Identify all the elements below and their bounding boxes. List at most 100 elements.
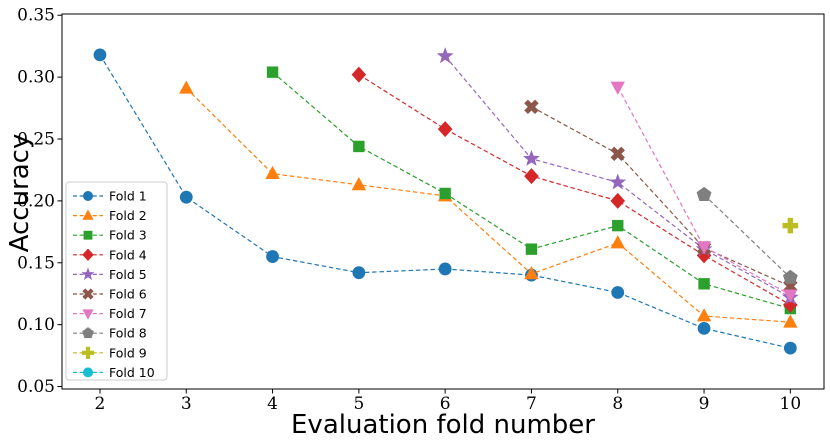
- y-tick-label: 0.15: [17, 253, 55, 273]
- y-tick-label: 0.25: [17, 130, 55, 150]
- x-tick-label: 8: [612, 394, 623, 414]
- series-fold-7: [610, 81, 798, 303]
- series-fold-4: [351, 66, 798, 313]
- star-marker: [81, 267, 95, 280]
- square-marker: [698, 278, 710, 290]
- y-tick-label: 0.20: [17, 191, 55, 211]
- x-tick-label: 5: [353, 394, 364, 414]
- triangle-up-marker: [265, 165, 280, 180]
- square-marker: [439, 187, 451, 200]
- legend-item: Fold 6: [73, 287, 147, 302]
- y-tick-label: 0.35: [17, 6, 55, 26]
- series-line: [531, 106, 791, 287]
- legend-item: Fold 1: [73, 189, 147, 204]
- legend-label: Fold 1: [109, 189, 147, 204]
- y-tick-label: 0.05: [17, 377, 55, 397]
- triangle-up-marker: [179, 80, 194, 94]
- y-tick-label: 0.30: [17, 68, 55, 88]
- circle-marker: [783, 341, 797, 355]
- series-line: [444, 55, 791, 298]
- legend-label: Fold 4: [109, 247, 147, 262]
- legend-label: Fold 5: [109, 267, 147, 282]
- triangle-down-marker: [610, 81, 625, 95]
- plus-marker: [81, 346, 95, 359]
- x-tick-label: 10: [780, 394, 802, 414]
- triangle-up-marker: [696, 308, 712, 322]
- x-tick-label: 7: [526, 394, 537, 414]
- y-tick-label: 0.10: [17, 315, 55, 335]
- square-marker: [525, 243, 538, 255]
- circle-marker: [438, 262, 452, 276]
- triangle-up-marker: [82, 209, 94, 220]
- legend-label: Fold 9: [109, 345, 147, 360]
- series-fold-8: [696, 186, 798, 284]
- y-axis-label: Accuracy: [5, 134, 35, 253]
- square-marker: [612, 219, 624, 232]
- diamond-marker: [524, 168, 539, 185]
- legend-label: Fold 7: [109, 306, 147, 321]
- triangle-up-marker: [610, 235, 625, 249]
- legend-label: Fold 10: [109, 365, 155, 380]
- circle-marker: [83, 191, 93, 201]
- legend-item: Fold 3: [73, 228, 147, 243]
- triangle-up-marker: [351, 176, 367, 191]
- triangle-up-marker: [783, 314, 798, 328]
- legend-label: Fold 8: [109, 326, 147, 341]
- legend-item: Fold 7: [73, 306, 147, 321]
- legend-item: Fold 9: [73, 345, 147, 360]
- legend-label: Fold 2: [109, 208, 147, 223]
- legend-item: Fold 5: [73, 267, 147, 282]
- legend-label: Fold 3: [109, 228, 147, 243]
- circle-marker: [697, 321, 711, 335]
- star-marker: [609, 173, 627, 190]
- diamond-marker: [437, 121, 453, 138]
- triangle-down-marker: [82, 309, 94, 320]
- x-tick-label: 2: [95, 394, 106, 414]
- circle-marker: [93, 48, 107, 62]
- chart-plot-area: 2 3 4 5 6 7 8 9 10 0.05 0.10 0.15 0.20 0.25 0.30 0.35 Fo…: [17, 6, 825, 414]
- x-tick-label: 6: [440, 394, 451, 414]
- triangle-up-marker: [524, 266, 539, 280]
- legend-item: Fold 4: [73, 247, 147, 262]
- square-marker: [83, 230, 93, 240]
- x-tick-label: 9: [699, 394, 710, 414]
- triangle-down-marker: [783, 289, 798, 303]
- diamond-marker: [610, 192, 626, 209]
- triangle-down-marker: [696, 241, 712, 255]
- series-line: [99, 54, 791, 349]
- series-fold-2: [179, 80, 798, 328]
- legend-item: Fold 10: [73, 365, 155, 380]
- series-fold-1: [93, 48, 797, 355]
- series-line: [185, 87, 791, 323]
- series-line: [358, 74, 791, 306]
- plus-marker: [782, 217, 799, 234]
- circle-marker: [352, 266, 366, 280]
- square-marker: [353, 140, 365, 153]
- pentagon-marker: [82, 327, 94, 339]
- square-marker: [266, 66, 279, 78]
- plot-border: [61, 13, 825, 390]
- legend-item: Fold 8: [73, 326, 147, 341]
- diamond-marker: [82, 248, 94, 262]
- x-marker: [82, 288, 94, 300]
- series-fold-9: [782, 217, 799, 234]
- circle-marker: [266, 250, 279, 263]
- x-marker: [610, 146, 625, 162]
- series-line: [617, 86, 791, 296]
- x-tick-label: 3: [181, 394, 192, 414]
- x-tick-label: 4: [267, 394, 278, 414]
- legend: Fold 1 Fold 2 Fold 3 Fold 4 Fold 5 Fold 6 Fold…: [65, 181, 168, 381]
- legend-label: Fold 6: [109, 287, 147, 302]
- circle-marker: [83, 367, 93, 378]
- star-marker: [436, 47, 454, 64]
- x-marker: [524, 99, 539, 115]
- x-axis-label: Evaluation fold number: [291, 410, 595, 440]
- star-marker: [523, 150, 540, 166]
- legend-item: Fold 2: [73, 208, 147, 223]
- circle-marker: [611, 286, 625, 299]
- circle-marker: [179, 190, 193, 204]
- pentagon-marker: [696, 186, 712, 201]
- series-fold-6: [524, 99, 798, 294]
- pentagon-marker: [782, 269, 798, 284]
